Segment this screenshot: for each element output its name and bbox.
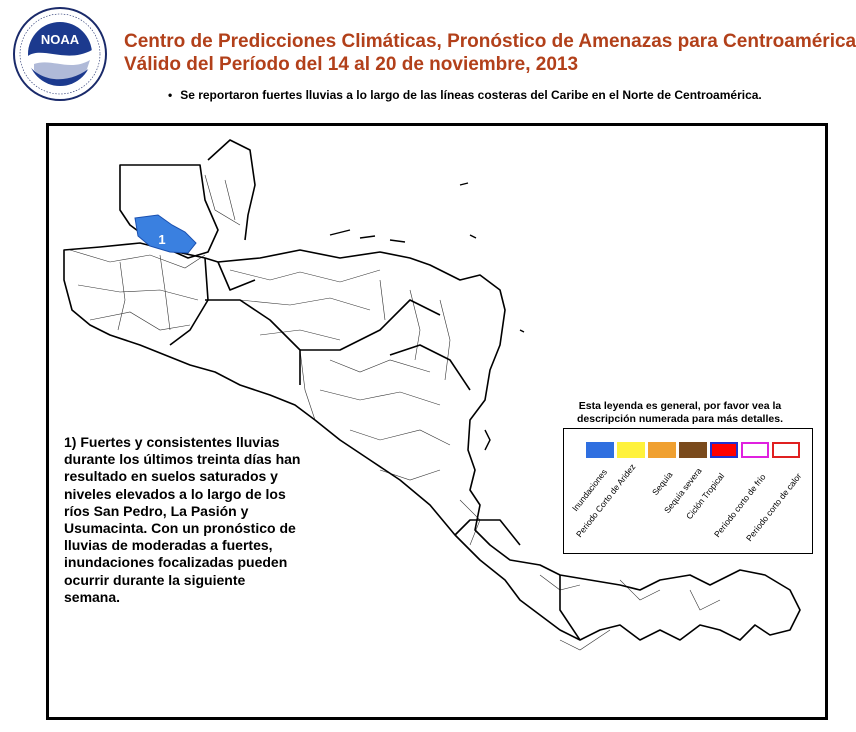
legend-swatch-calor xyxy=(772,442,800,458)
hazard-area-1-label: 1 xyxy=(158,232,165,247)
legend-swatch-sequia-severa xyxy=(679,442,707,458)
legend-swatch-aridez xyxy=(617,442,645,458)
noaa-logo: NOAA xyxy=(13,7,107,101)
legend-swatch-ciclon xyxy=(710,442,738,458)
legend: Inundaciones Periodo Corto de Aridez Seq… xyxy=(563,428,813,554)
legend-swatch-sequia xyxy=(648,442,676,458)
legend-title: Esta leyenda es general, por favor vea l… xyxy=(576,400,783,425)
noaa-logo-text: NOAA xyxy=(41,32,80,47)
hazard-description: 1) Fuertes y consistentes lluvias durant… xyxy=(64,434,301,605)
bullet-dot: • xyxy=(168,88,173,102)
land-outline xyxy=(63,139,801,641)
department-borders xyxy=(69,174,721,651)
page-title: Centro de Predicciones Climáticas, Pronó… xyxy=(124,30,856,76)
map-frame xyxy=(46,123,828,720)
title-line-1: Centro de Predicciones Climáticas, Pronó… xyxy=(124,31,856,52)
hazard-area-1 xyxy=(134,214,197,254)
legend-swatch-frio xyxy=(741,442,769,458)
legend-swatch-inundaciones xyxy=(586,442,614,458)
legend-label-sequia: Sequía xyxy=(650,469,675,498)
bullet-text: Se reportaron fuertes lluvias a lo largo… xyxy=(180,88,762,102)
summary-bullet: • Se reportaron fuertes lluvias a lo larg… xyxy=(168,88,762,102)
title-line-2: Válido del Período del 14 al 20 de novie… xyxy=(124,54,579,75)
coastline-islands xyxy=(329,182,525,451)
